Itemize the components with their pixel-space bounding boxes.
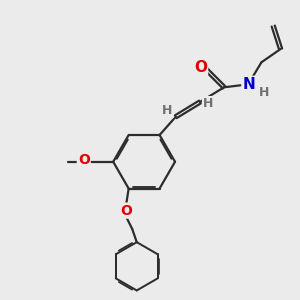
- Text: H: H: [259, 86, 270, 99]
- Text: H: H: [203, 97, 213, 110]
- Text: O: O: [194, 60, 207, 75]
- Text: H: H: [162, 104, 173, 117]
- Text: N: N: [242, 77, 255, 92]
- Text: O: O: [78, 153, 90, 167]
- Text: O: O: [120, 204, 132, 218]
